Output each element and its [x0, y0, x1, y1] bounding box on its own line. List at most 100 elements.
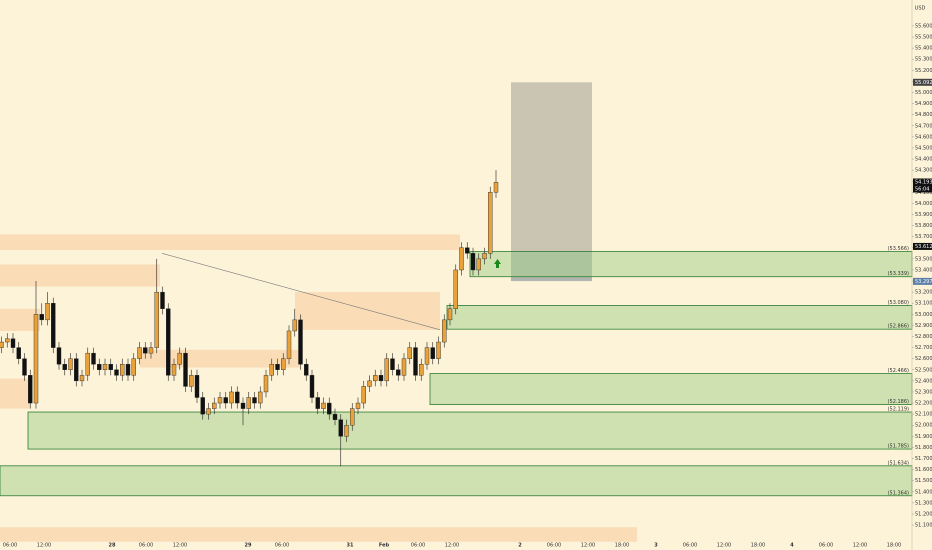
candle-body: [28, 375, 33, 404]
zone-top-label: (53.080): [888, 300, 909, 306]
candle-body: [102, 364, 108, 370]
y-tick-label: 53.000: [915, 312, 932, 318]
candle-body: [56, 347, 62, 365]
candle-body: [189, 375, 194, 387]
x-tick-label: 06:00: [139, 543, 153, 549]
y-tick-label: 53.400: [915, 267, 932, 273]
y-tick-label: 53.800: [915, 223, 932, 229]
candle-body: [373, 375, 378, 382]
zone-top-label: (52.466): [888, 368, 909, 374]
y-tick-label: 51.600: [915, 467, 932, 473]
candle-body: [5, 338, 10, 343]
x-tick-label: 06:00: [3, 543, 17, 549]
y-tick-label: 53.700: [915, 234, 932, 240]
candle-body: [39, 314, 44, 321]
x-tick-label: 4: [790, 543, 794, 549]
y-tick-label: 55.300: [915, 57, 932, 63]
demand-zone: [446, 305, 913, 330]
candle-body: [338, 419, 343, 437]
y-tick-label: 51.300: [915, 500, 932, 506]
currency-label: USD: [915, 6, 926, 12]
candle-body: [355, 402, 361, 409]
y-tick-label: 52.100: [915, 412, 932, 418]
y-tick-label: 54.400: [915, 157, 932, 163]
demand-zone: [429, 373, 913, 405]
y-tick-label: 54.900: [915, 101, 932, 107]
candle-body: [91, 352, 96, 365]
candle-body: [97, 364, 102, 370]
candles: [0, 170, 499, 467]
x-tick-label: 2: [518, 543, 522, 549]
y-tick-label: 54.300: [915, 168, 932, 174]
x-tick-label: 12:00: [717, 543, 731, 549]
candle-body: [194, 375, 200, 398]
candle-body: [442, 319, 447, 343]
candle-body: [108, 364, 113, 370]
candle-body: [217, 397, 223, 404]
candle-body: [482, 253, 487, 260]
zone-top-label: (52.119): [888, 407, 909, 413]
y-tick-label: 51.100: [915, 523, 932, 529]
candle-body: [413, 347, 418, 376]
trendline: [161, 253, 441, 331]
candle-body: [396, 369, 401, 376]
candle-body: [401, 358, 407, 376]
y-tick-label: 54.700: [915, 123, 932, 129]
supply-zone: [0, 308, 40, 331]
candle-body: [488, 192, 493, 254]
x-tick-label: 06:00: [275, 543, 289, 549]
x-tick-label: 06:00: [819, 543, 833, 549]
candle-body: [304, 364, 309, 376]
candle-body: [171, 364, 177, 376]
y-tick-label: 53.500: [915, 256, 932, 262]
zone-bottom-label: (51.785): [888, 444, 909, 450]
zone-bottom-label: (52.186): [888, 399, 909, 405]
y-tick-label: 51.700: [915, 456, 932, 462]
supply-zone: [295, 292, 440, 330]
x-tick-label: 12:00: [37, 543, 51, 549]
candle-body: [160, 291, 165, 309]
supply-zone: [0, 378, 30, 409]
price-tag-label: 54.193: [915, 180, 932, 186]
candle-body: [309, 375, 315, 398]
candle-body: [212, 402, 217, 409]
candle-body: [315, 397, 320, 409]
price-tag: [913, 277, 932, 285]
candle-body: [332, 413, 338, 420]
candle-body: [407, 347, 412, 359]
y-tick-label: 55.000: [915, 90, 932, 96]
candle-body: [476, 258, 481, 271]
x-tick-label: 28: [109, 543, 116, 549]
candle-body: [367, 380, 372, 387]
candle-body: [79, 375, 85, 382]
candle-body: [453, 269, 458, 309]
demand-zone: [469, 251, 913, 278]
candle-body: [74, 358, 79, 382]
countdown-bg: [913, 185, 932, 193]
x-tick-label: 18:00: [887, 543, 901, 549]
candle-body: [246, 397, 251, 409]
candle-body: [183, 352, 188, 387]
y-tick-label: 55.600: [915, 23, 932, 29]
candle-body: [263, 375, 269, 393]
position-box: [511, 82, 592, 282]
y-tick-label: 52.600: [915, 356, 932, 362]
countdown: 56:04: [915, 187, 929, 193]
candle-body: [470, 253, 476, 271]
y-tick-label: 55.200: [915, 68, 932, 74]
candle-body: [459, 247, 464, 271]
candle-body: [419, 364, 424, 376]
supply-zone: [0, 527, 637, 542]
candle-body: [10, 338, 16, 348]
y-tick-label: 53.200: [915, 290, 932, 296]
candle-body: [350, 408, 355, 426]
candle-body: [281, 358, 286, 370]
candle-body: [240, 402, 246, 409]
y-tick-label: 54.500: [915, 145, 932, 151]
zone-bottom-label: (52.866): [888, 324, 909, 330]
y-tick-label: 54.100: [915, 190, 932, 196]
zones: (53.566) (53.339) (53.080) (52.866) (52.466)…: [0, 82, 913, 542]
y-tick-label: 52.300: [915, 389, 932, 395]
candle-body: [51, 303, 56, 348]
